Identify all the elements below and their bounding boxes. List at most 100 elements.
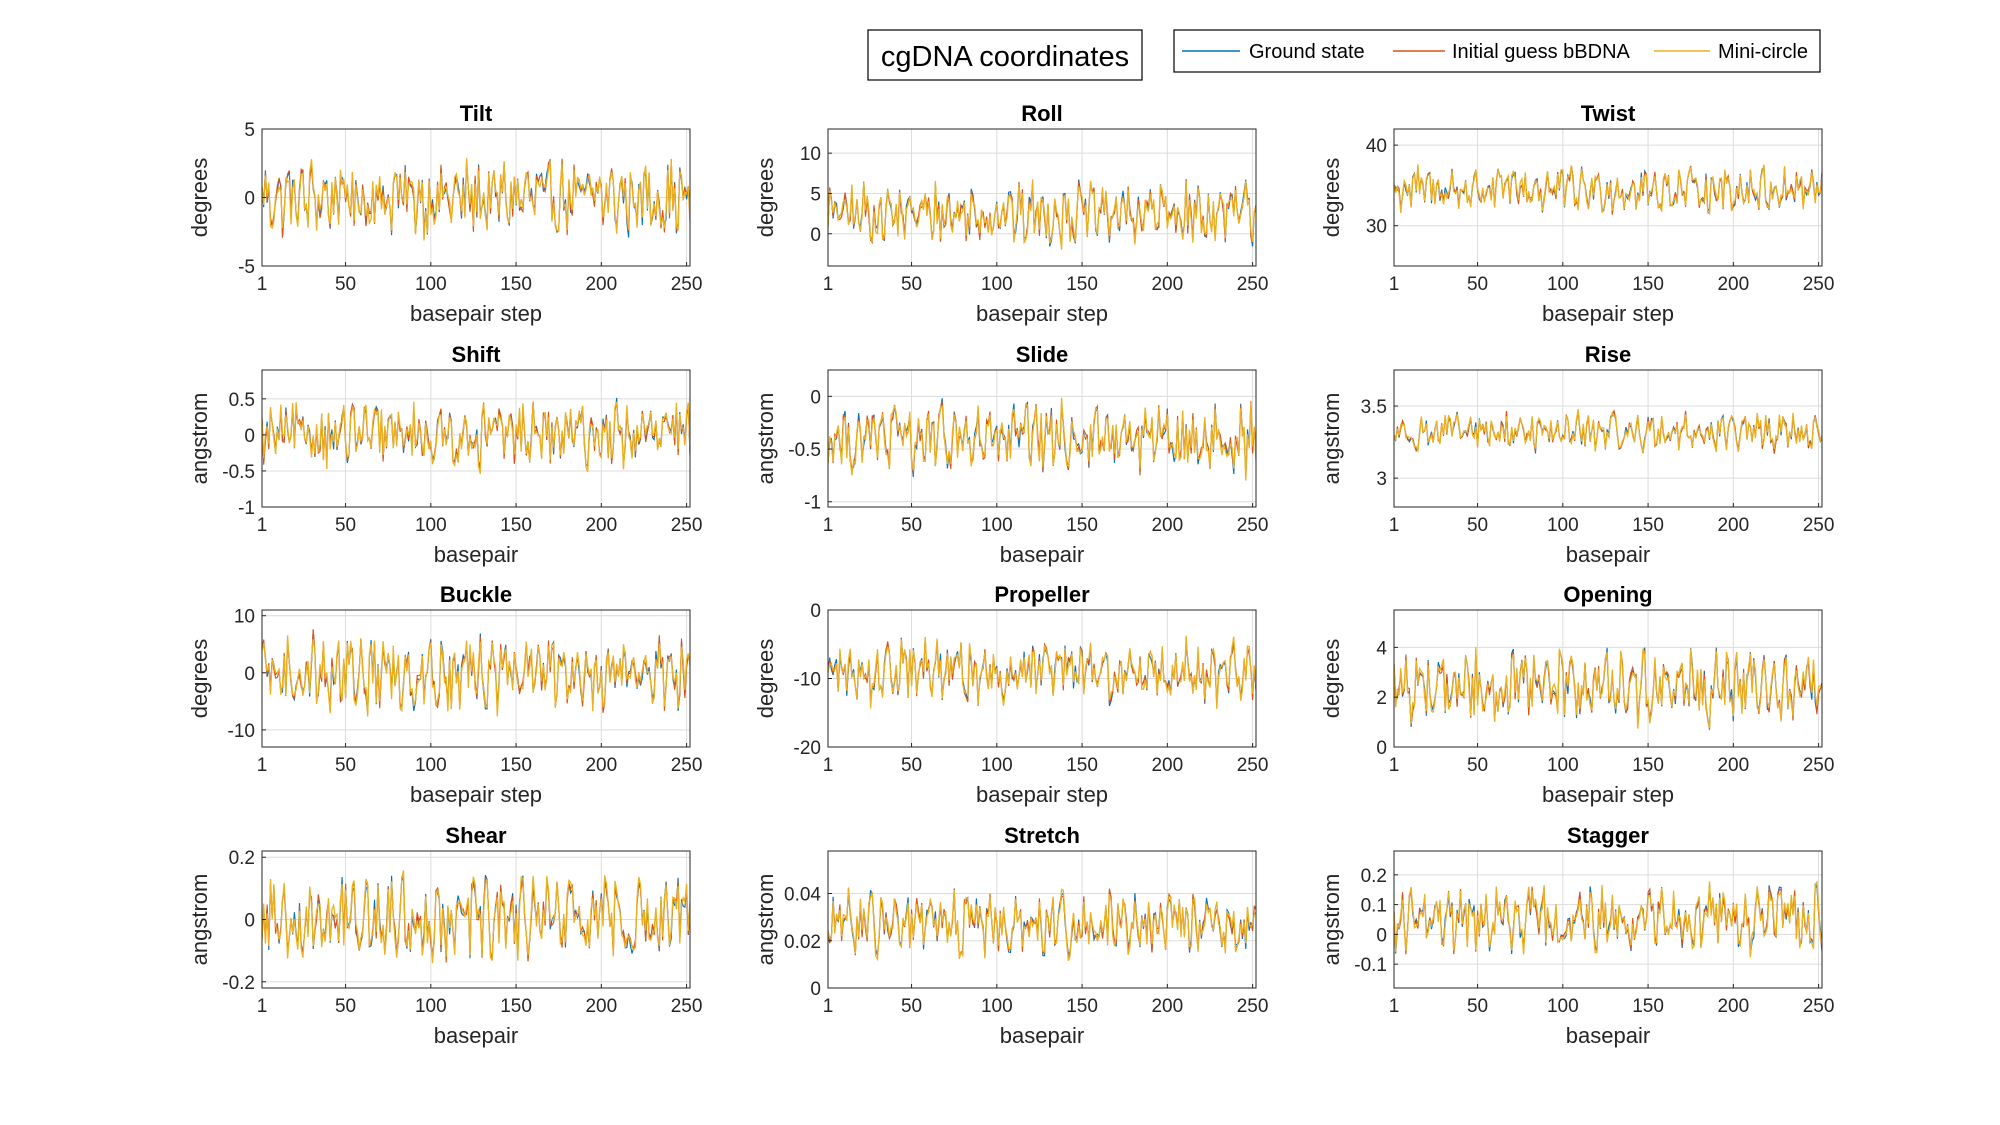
series-line-mini-circle (1394, 409, 1822, 453)
x-tick-label: 1 (257, 996, 268, 1017)
axes-box (1393, 128, 1823, 267)
y-tick-label: -10 (228, 721, 255, 742)
y-tick-label: 0 (1376, 738, 1387, 759)
x-tick-label: 1 (257, 274, 268, 295)
x-axis-label: basepair step (976, 301, 1108, 326)
subplot-title: Shift (452, 342, 502, 367)
y-tick-label: 3 (1376, 469, 1387, 490)
x-tick-label: 150 (1632, 515, 1664, 536)
y-tick-label: -0.5 (788, 440, 821, 461)
x-tick-label: 100 (1547, 996, 1579, 1017)
x-tick-label: 200 (585, 755, 617, 776)
x-axis-label: basepair step (1542, 782, 1674, 807)
x-tick-label: 200 (585, 996, 617, 1017)
x-tick-label: 100 (1547, 274, 1579, 295)
y-tick-label: 5 (810, 184, 821, 205)
series-line-mini-circle (262, 158, 690, 241)
x-tick-label: 1 (1389, 755, 1400, 776)
series-line-mini-circle (262, 870, 690, 964)
y-axis-label: angstrom (187, 393, 212, 485)
x-tick-label: 200 (585, 515, 617, 536)
y-tick-label: 0 (810, 387, 821, 408)
x-tick-label: 50 (335, 755, 356, 776)
x-tick-label: 150 (1066, 996, 1098, 1017)
x-tick-label: 200 (1717, 274, 1749, 295)
x-tick-label: 250 (671, 515, 703, 536)
y-tick-label: -20 (794, 738, 821, 759)
x-tick-label: 100 (1547, 755, 1579, 776)
y-tick-label: 0 (810, 601, 821, 622)
x-tick-label: 250 (671, 274, 703, 295)
series-line-mini-circle (828, 397, 1256, 481)
y-tick-label: 0.2 (1361, 866, 1387, 887)
x-tick-label: 250 (1237, 996, 1269, 1017)
x-axis-label: basepair (1566, 542, 1650, 567)
y-tick-label: 0 (244, 911, 255, 932)
y-tick-label: 0 (1376, 925, 1387, 946)
x-tick-label: 200 (1717, 755, 1749, 776)
series-line-mini-circle (262, 401, 690, 475)
x-tick-label: 150 (1066, 515, 1098, 536)
subplot-slide: 1 50 100 150 200 250-1-0.50Slidebasepairangst… (753, 342, 1268, 567)
y-axis-label: degrees (1319, 158, 1344, 238)
x-tick-label: 50 (335, 515, 356, 536)
y-axis-label: angstrom (1319, 874, 1344, 966)
y-axis-label: degrees (753, 158, 778, 238)
x-tick-label: 1 (823, 996, 834, 1017)
y-tick-label: -0.2 (222, 973, 255, 994)
axes-box (261, 609, 691, 748)
x-tick-label: 200 (1151, 274, 1183, 295)
x-tick-label: 150 (1632, 274, 1664, 295)
x-tick-label: 150 (1632, 755, 1664, 776)
y-tick-label: 0.2 (229, 848, 255, 869)
y-tick-label: -1 (804, 493, 821, 514)
x-tick-label: 50 (335, 996, 356, 1017)
plot-area (1394, 370, 1822, 507)
plot-area (828, 851, 1256, 988)
y-tick-label: 10 (234, 607, 255, 628)
y-tick-label: 4 (1376, 638, 1387, 659)
x-tick-label: 100 (415, 274, 447, 295)
axes-box (827, 850, 1257, 989)
x-tick-label: 150 (500, 274, 532, 295)
y-tick-label: 0 (244, 189, 255, 210)
x-tick-label: 150 (500, 515, 532, 536)
x-tick-label: 50 (901, 515, 922, 536)
x-tick-label: 50 (1467, 755, 1488, 776)
axes-box (1393, 850, 1823, 989)
x-tick-label: 200 (1151, 996, 1183, 1017)
y-tick-label: 0.5 (229, 390, 255, 411)
subplot-title: Stagger (1567, 823, 1649, 848)
y-axis-label: angstrom (1319, 393, 1344, 485)
legend: Ground state Initial guess bBDNA Mini-ci… (1173, 29, 1821, 73)
series-line-mini-circle (828, 179, 1256, 250)
x-tick-label: 50 (901, 755, 922, 776)
x-tick-label: 50 (1467, 996, 1488, 1017)
series-line-mini-circle (1394, 164, 1822, 215)
x-tick-label: 50 (1467, 274, 1488, 295)
axes-box (827, 128, 1257, 267)
subplot-title: Roll (1021, 101, 1063, 126)
x-axis-label: basepair step (976, 782, 1108, 807)
x-tick-label: 150 (1066, 755, 1098, 776)
y-axis-label: angstrom (753, 393, 778, 485)
axes-box (1393, 369, 1823, 508)
x-tick-label: 1 (257, 755, 268, 776)
x-tick-label: 50 (1467, 515, 1488, 536)
legend-label: Mini-circle (1718, 41, 1808, 63)
x-tick-label: 250 (1803, 274, 1835, 295)
y-tick-label: 0.04 (784, 885, 821, 906)
x-tick-label: 200 (1151, 515, 1183, 536)
x-tick-label: 1 (1389, 274, 1400, 295)
y-axis-label: degrees (187, 639, 212, 719)
legend-entry-ground-state: Ground state (1182, 41, 1365, 63)
x-tick-label: 250 (671, 996, 703, 1017)
subplot-shift: 1 50 100 150 200 250-1-0.500.5Shiftbasepairan… (187, 342, 702, 567)
series-line-mini-circle (828, 887, 1256, 962)
